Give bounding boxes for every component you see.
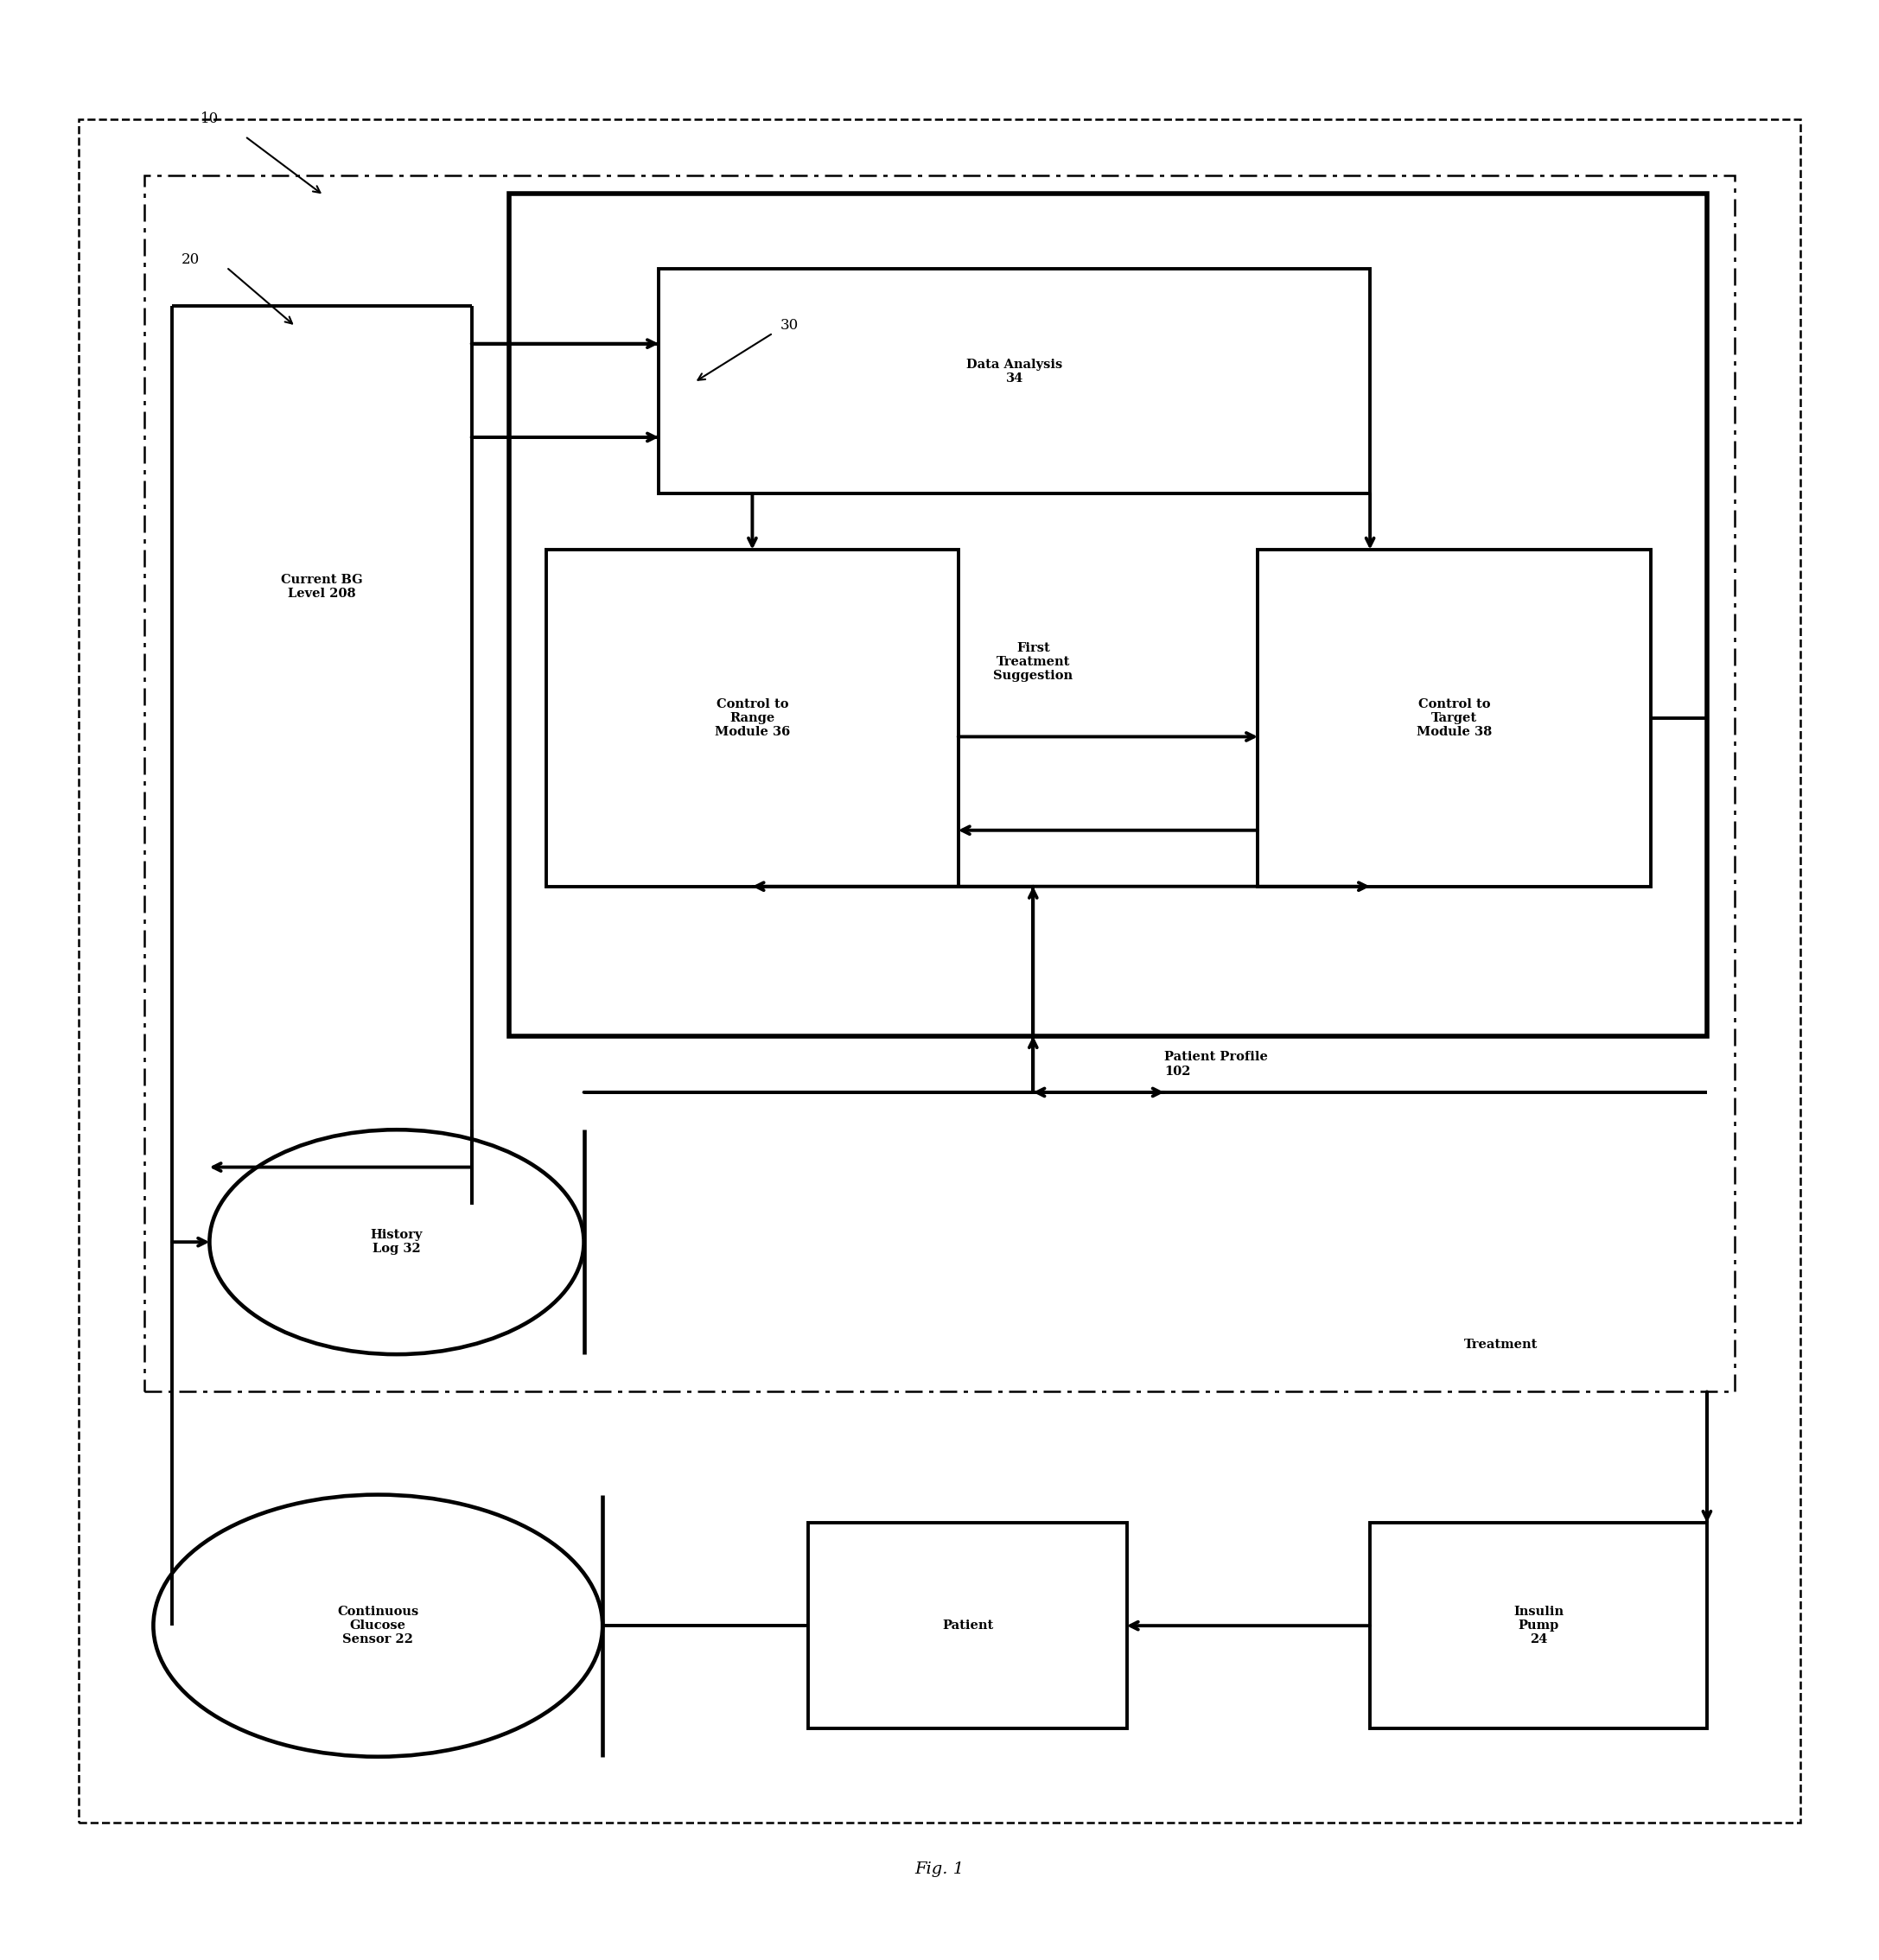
FancyBboxPatch shape [1257, 549, 1652, 886]
Text: History
Log 32: History Log 32 [370, 1229, 423, 1254]
Text: Patient: Patient [941, 1619, 994, 1633]
FancyBboxPatch shape [547, 549, 958, 886]
FancyBboxPatch shape [660, 269, 1370, 494]
Text: Treatment: Treatment [1464, 1339, 1537, 1350]
Text: 30: 30 [780, 318, 799, 333]
Text: Control to
Target
Module 38: Control to Target Module 38 [1417, 698, 1492, 739]
Text: Current BG
Level 208: Current BG Level 208 [282, 574, 363, 600]
Ellipse shape [209, 1129, 584, 1354]
Text: 10: 10 [201, 112, 218, 127]
Text: Fig. 1: Fig. 1 [915, 1862, 964, 1878]
Text: Control to
Range
Module 36: Control to Range Module 36 [714, 698, 789, 739]
FancyBboxPatch shape [1370, 1523, 1706, 1729]
FancyBboxPatch shape [145, 174, 1734, 1392]
FancyBboxPatch shape [79, 120, 1800, 1823]
Text: Patient Profile
102: Patient Profile 102 [1165, 1051, 1268, 1078]
Text: Insulin
Pump
24: Insulin Pump 24 [1513, 1605, 1563, 1646]
FancyBboxPatch shape [808, 1523, 1127, 1729]
Ellipse shape [154, 1495, 603, 1756]
Text: First
Treatment
Suggestion: First Treatment Suggestion [994, 641, 1073, 682]
Text: 20: 20 [182, 253, 199, 267]
Text: Data Analysis
34: Data Analysis 34 [966, 359, 1062, 384]
FancyBboxPatch shape [509, 194, 1706, 1037]
Text: Continuous
Glucose
Sensor 22: Continuous Glucose Sensor 22 [336, 1605, 419, 1646]
